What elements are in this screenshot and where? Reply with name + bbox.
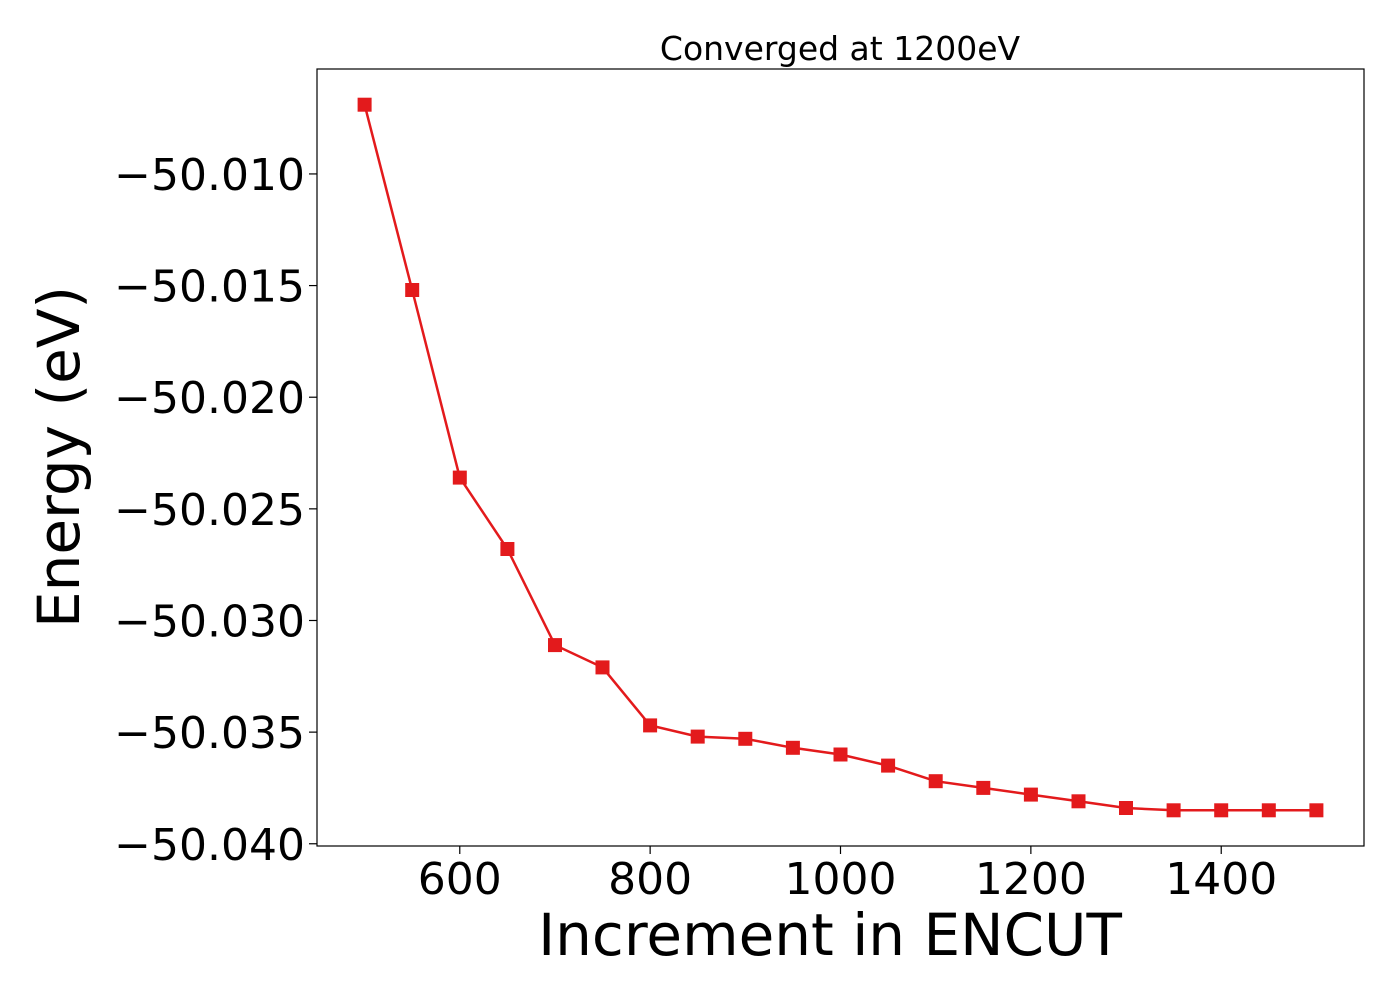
y-tick-label: −50.035 xyxy=(114,708,305,759)
data-point-marker xyxy=(785,740,800,755)
data-point-marker xyxy=(405,283,420,297)
x-tick-label: 1200 xyxy=(975,854,1087,905)
data-point-marker xyxy=(833,747,848,762)
x-tick-label: 800 xyxy=(608,854,692,905)
y-tick-label: −50.010 xyxy=(114,150,305,201)
y-axis-title: Energy (eV) xyxy=(25,286,93,628)
x-tick-label: 1000 xyxy=(785,854,897,905)
data-point-marker xyxy=(1261,803,1276,818)
x-axis-title: Increment in ENCUT xyxy=(538,901,1122,969)
x-tick-label: 1400 xyxy=(1165,854,1277,905)
data-point-marker xyxy=(500,542,515,556)
data-point-marker xyxy=(595,660,610,675)
data-point-marker xyxy=(1214,803,1229,818)
data-point-marker xyxy=(976,780,991,795)
x-axis-ticks: 600 800 1000 1200 1400 xyxy=(418,846,1277,905)
data-point-marker xyxy=(643,718,658,733)
y-tick-label: −50.030 xyxy=(114,596,305,647)
data-point-marker xyxy=(1023,787,1038,802)
plot-area xyxy=(317,69,1364,846)
data-point-marker xyxy=(548,638,562,653)
y-tick-label: −50.025 xyxy=(114,485,305,536)
data-point-marker xyxy=(452,470,467,485)
data-point-marker xyxy=(1071,794,1086,809)
series-layer xyxy=(357,97,1324,818)
data-point-marker xyxy=(1309,803,1324,818)
x-tick-label: 600 xyxy=(418,854,502,905)
y-tick-label: −50.020 xyxy=(114,373,305,424)
data-point-marker xyxy=(1119,801,1133,815)
data-point-marker xyxy=(1166,803,1181,818)
plot-frame xyxy=(316,68,1365,847)
y-tick-label: −50.040 xyxy=(114,820,305,871)
y-tick-label: −50.015 xyxy=(114,262,305,313)
data-point-marker xyxy=(357,97,372,112)
data-point-marker xyxy=(881,758,896,773)
chart-title: Converged at 1200eV xyxy=(660,29,1021,68)
data-point-marker xyxy=(690,729,705,744)
data-point-marker xyxy=(738,731,753,746)
data-point-marker xyxy=(928,774,943,789)
y-axis-ticks: −50.010 −50.015 −50.020 −50.025 −50.030 −50.0… xyxy=(114,150,317,871)
